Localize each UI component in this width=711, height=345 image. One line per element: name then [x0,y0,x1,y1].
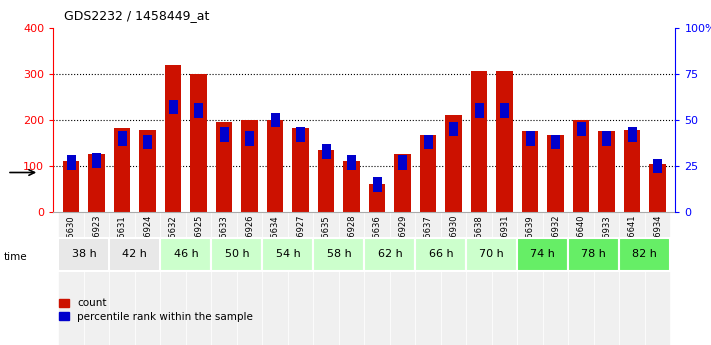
Bar [58,212,84,345]
Bar [496,71,513,212]
Text: 38 h: 38 h [72,249,96,259]
Bar [296,127,305,142]
Bar [114,128,130,212]
Bar [525,131,535,146]
Bar [518,238,568,271]
Bar [186,212,211,345]
Bar [135,212,161,345]
Bar [343,161,360,212]
Bar [194,103,203,118]
Text: 50 h: 50 h [225,249,250,259]
Text: 74 h: 74 h [530,249,555,259]
Bar [573,120,589,212]
Bar [415,212,441,345]
Bar [424,135,433,149]
Bar [547,135,564,212]
Bar [84,212,109,345]
Bar [347,155,356,170]
Bar [364,238,415,271]
Bar [288,212,314,345]
Bar [373,177,382,192]
Bar [267,120,284,212]
Text: 42 h: 42 h [122,249,147,259]
Text: 58 h: 58 h [326,249,351,259]
Bar [474,103,483,118]
Text: 70 h: 70 h [479,249,504,259]
Bar [543,212,568,345]
Text: 78 h: 78 h [582,249,606,259]
Bar [551,135,560,149]
Bar [594,212,619,345]
Bar [398,155,407,170]
Bar [619,212,645,345]
Text: GDS2232 / 1458449_at: GDS2232 / 1458449_at [64,9,209,22]
Bar [390,212,415,345]
Bar [220,127,229,142]
Bar [143,135,152,149]
Bar [109,238,161,271]
Bar [568,212,594,345]
Bar [568,238,619,271]
Bar [211,212,237,345]
Text: 82 h: 82 h [632,249,657,259]
Bar [67,155,76,170]
Bar [314,212,339,345]
Bar [471,71,488,212]
Bar [169,100,178,114]
Legend: count, percentile rank within the sample: count, percentile rank within the sample [58,298,253,322]
Bar [628,127,636,142]
Bar [649,164,666,212]
Bar [466,238,518,271]
Bar [318,150,334,212]
Bar [216,122,232,212]
Bar [364,212,390,345]
Bar [271,112,279,127]
Bar [492,212,518,345]
Bar [645,212,670,345]
Bar [262,212,288,345]
Bar [441,212,466,345]
Bar [466,212,492,345]
Text: 66 h: 66 h [429,249,453,259]
Bar [624,130,641,212]
Bar [522,131,538,212]
Bar [139,130,156,212]
Bar [292,128,309,212]
Bar [415,238,466,271]
Bar [58,238,109,271]
Bar [339,212,364,345]
Bar [500,103,509,118]
Bar [245,131,255,146]
Bar [321,144,331,159]
Bar [211,238,262,271]
Bar [88,155,105,212]
Text: 62 h: 62 h [378,249,402,259]
Text: 46 h: 46 h [173,249,198,259]
Bar [314,238,364,271]
Bar [92,153,101,168]
Bar [619,238,670,271]
Bar [602,131,611,146]
Bar [241,120,258,212]
Bar [577,122,586,137]
Bar [109,212,135,345]
Bar [63,161,80,212]
Bar [599,131,615,212]
Bar [419,135,437,212]
Text: time: time [4,252,27,262]
Bar [518,212,543,345]
Bar [117,131,127,146]
Text: 54 h: 54 h [276,249,300,259]
Bar [445,115,462,212]
Bar [161,212,186,345]
Bar [237,212,262,345]
Bar [262,238,314,271]
Bar [395,155,411,212]
Bar [653,159,662,174]
Bar [191,74,207,212]
Bar [161,238,211,271]
Bar [369,184,385,212]
Bar [165,65,181,212]
Bar [449,122,458,137]
